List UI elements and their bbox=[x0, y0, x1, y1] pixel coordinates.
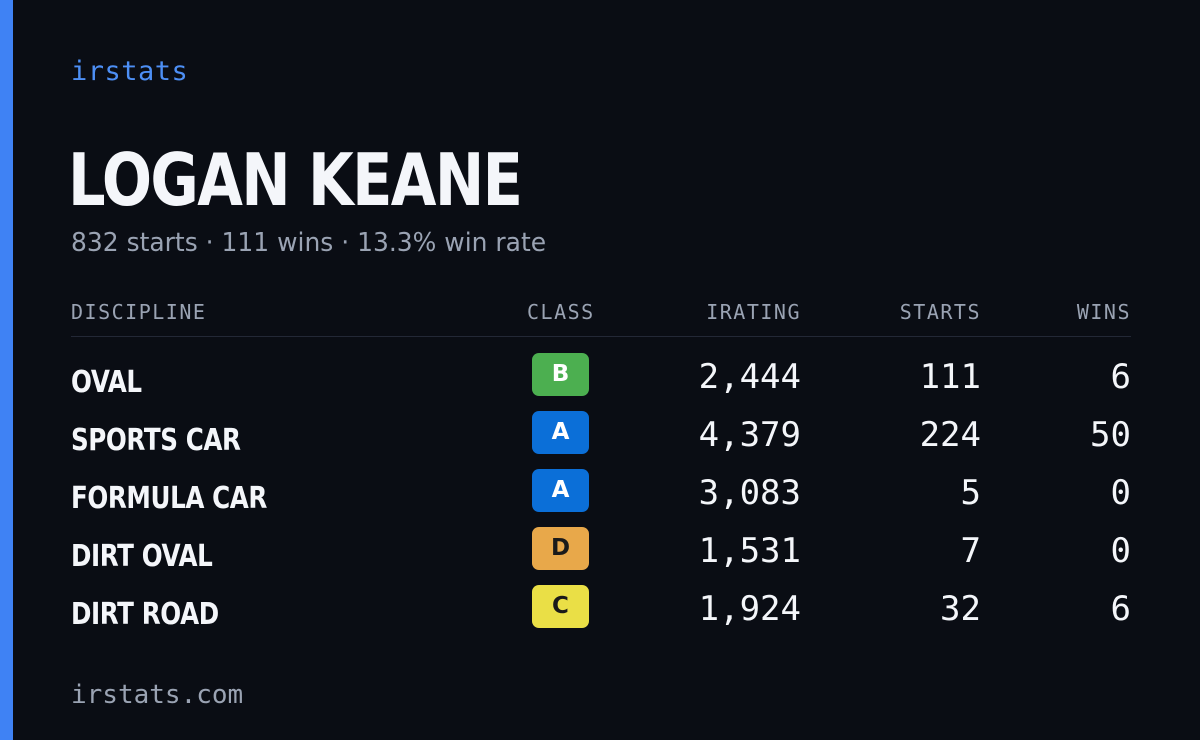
irating-value: 1,924 bbox=[698, 589, 801, 629]
discipline-label: OVAL bbox=[71, 365, 142, 400]
header-irating: IRATING bbox=[706, 300, 801, 324]
class-badge: A bbox=[532, 411, 589, 454]
irating-value: 1,531 bbox=[698, 531, 801, 571]
discipline-table: DISCIPLINE CLASS IRATING STARTS WINS OVA… bbox=[71, 298, 1131, 643]
brand-logo: irstats bbox=[71, 56, 189, 87]
header-starts: STARTS bbox=[899, 300, 981, 324]
wins-value: 0 bbox=[1110, 531, 1131, 571]
starts-value: 32 bbox=[940, 589, 981, 629]
table-row: DIRT ROAD C 1,924 32 6 bbox=[71, 585, 1131, 643]
starts-value: 224 bbox=[919, 415, 981, 455]
table-row: SPORTS CAR A 4,379 224 50 bbox=[71, 411, 1131, 469]
wins-value: 50 bbox=[1090, 415, 1131, 455]
wins-value: 6 bbox=[1110, 589, 1131, 629]
table-body: OVAL B 2,444 111 6 SPORTS CAR A 4,379 22… bbox=[71, 353, 1131, 643]
header-discipline: DISCIPLINE bbox=[71, 300, 207, 324]
accent-bar bbox=[0, 0, 13, 740]
discipline-label: SPORTS CAR bbox=[71, 423, 241, 458]
irating-value: 4,379 bbox=[698, 415, 801, 455]
class-badge: B bbox=[532, 353, 589, 396]
class-badge: C bbox=[532, 585, 589, 628]
irating-value: 2,444 bbox=[698, 357, 801, 397]
table-row: OVAL B 2,444 111 6 bbox=[71, 353, 1131, 411]
class-badge: A bbox=[532, 469, 589, 512]
footer-url: irstats.com bbox=[71, 680, 244, 710]
irating-value: 3,083 bbox=[698, 473, 801, 513]
wins-value: 0 bbox=[1110, 473, 1131, 513]
header-wins: WINS bbox=[1076, 300, 1131, 324]
class-badge: D bbox=[532, 527, 589, 570]
table-row: DIRT OVAL D 1,531 7 0 bbox=[71, 527, 1131, 585]
discipline-label: DIRT ROAD bbox=[71, 597, 219, 632]
wins-value: 6 bbox=[1110, 357, 1131, 397]
table-header: DISCIPLINE CLASS IRATING STARTS WINS bbox=[71, 298, 1131, 337]
starts-value: 7 bbox=[960, 531, 981, 571]
discipline-label: FORMULA CAR bbox=[71, 481, 267, 516]
starts-value: 5 bbox=[960, 473, 981, 513]
driver-name: LOGAN KEANE bbox=[68, 138, 523, 222]
table-row: FORMULA CAR A 3,083 5 0 bbox=[71, 469, 1131, 527]
starts-value: 111 bbox=[919, 357, 981, 397]
driver-summary: 832 starts · 111 wins · 13.3% win rate bbox=[71, 228, 547, 258]
discipline-label: DIRT OVAL bbox=[71, 539, 213, 574]
header-class: CLASS bbox=[527, 300, 595, 324]
